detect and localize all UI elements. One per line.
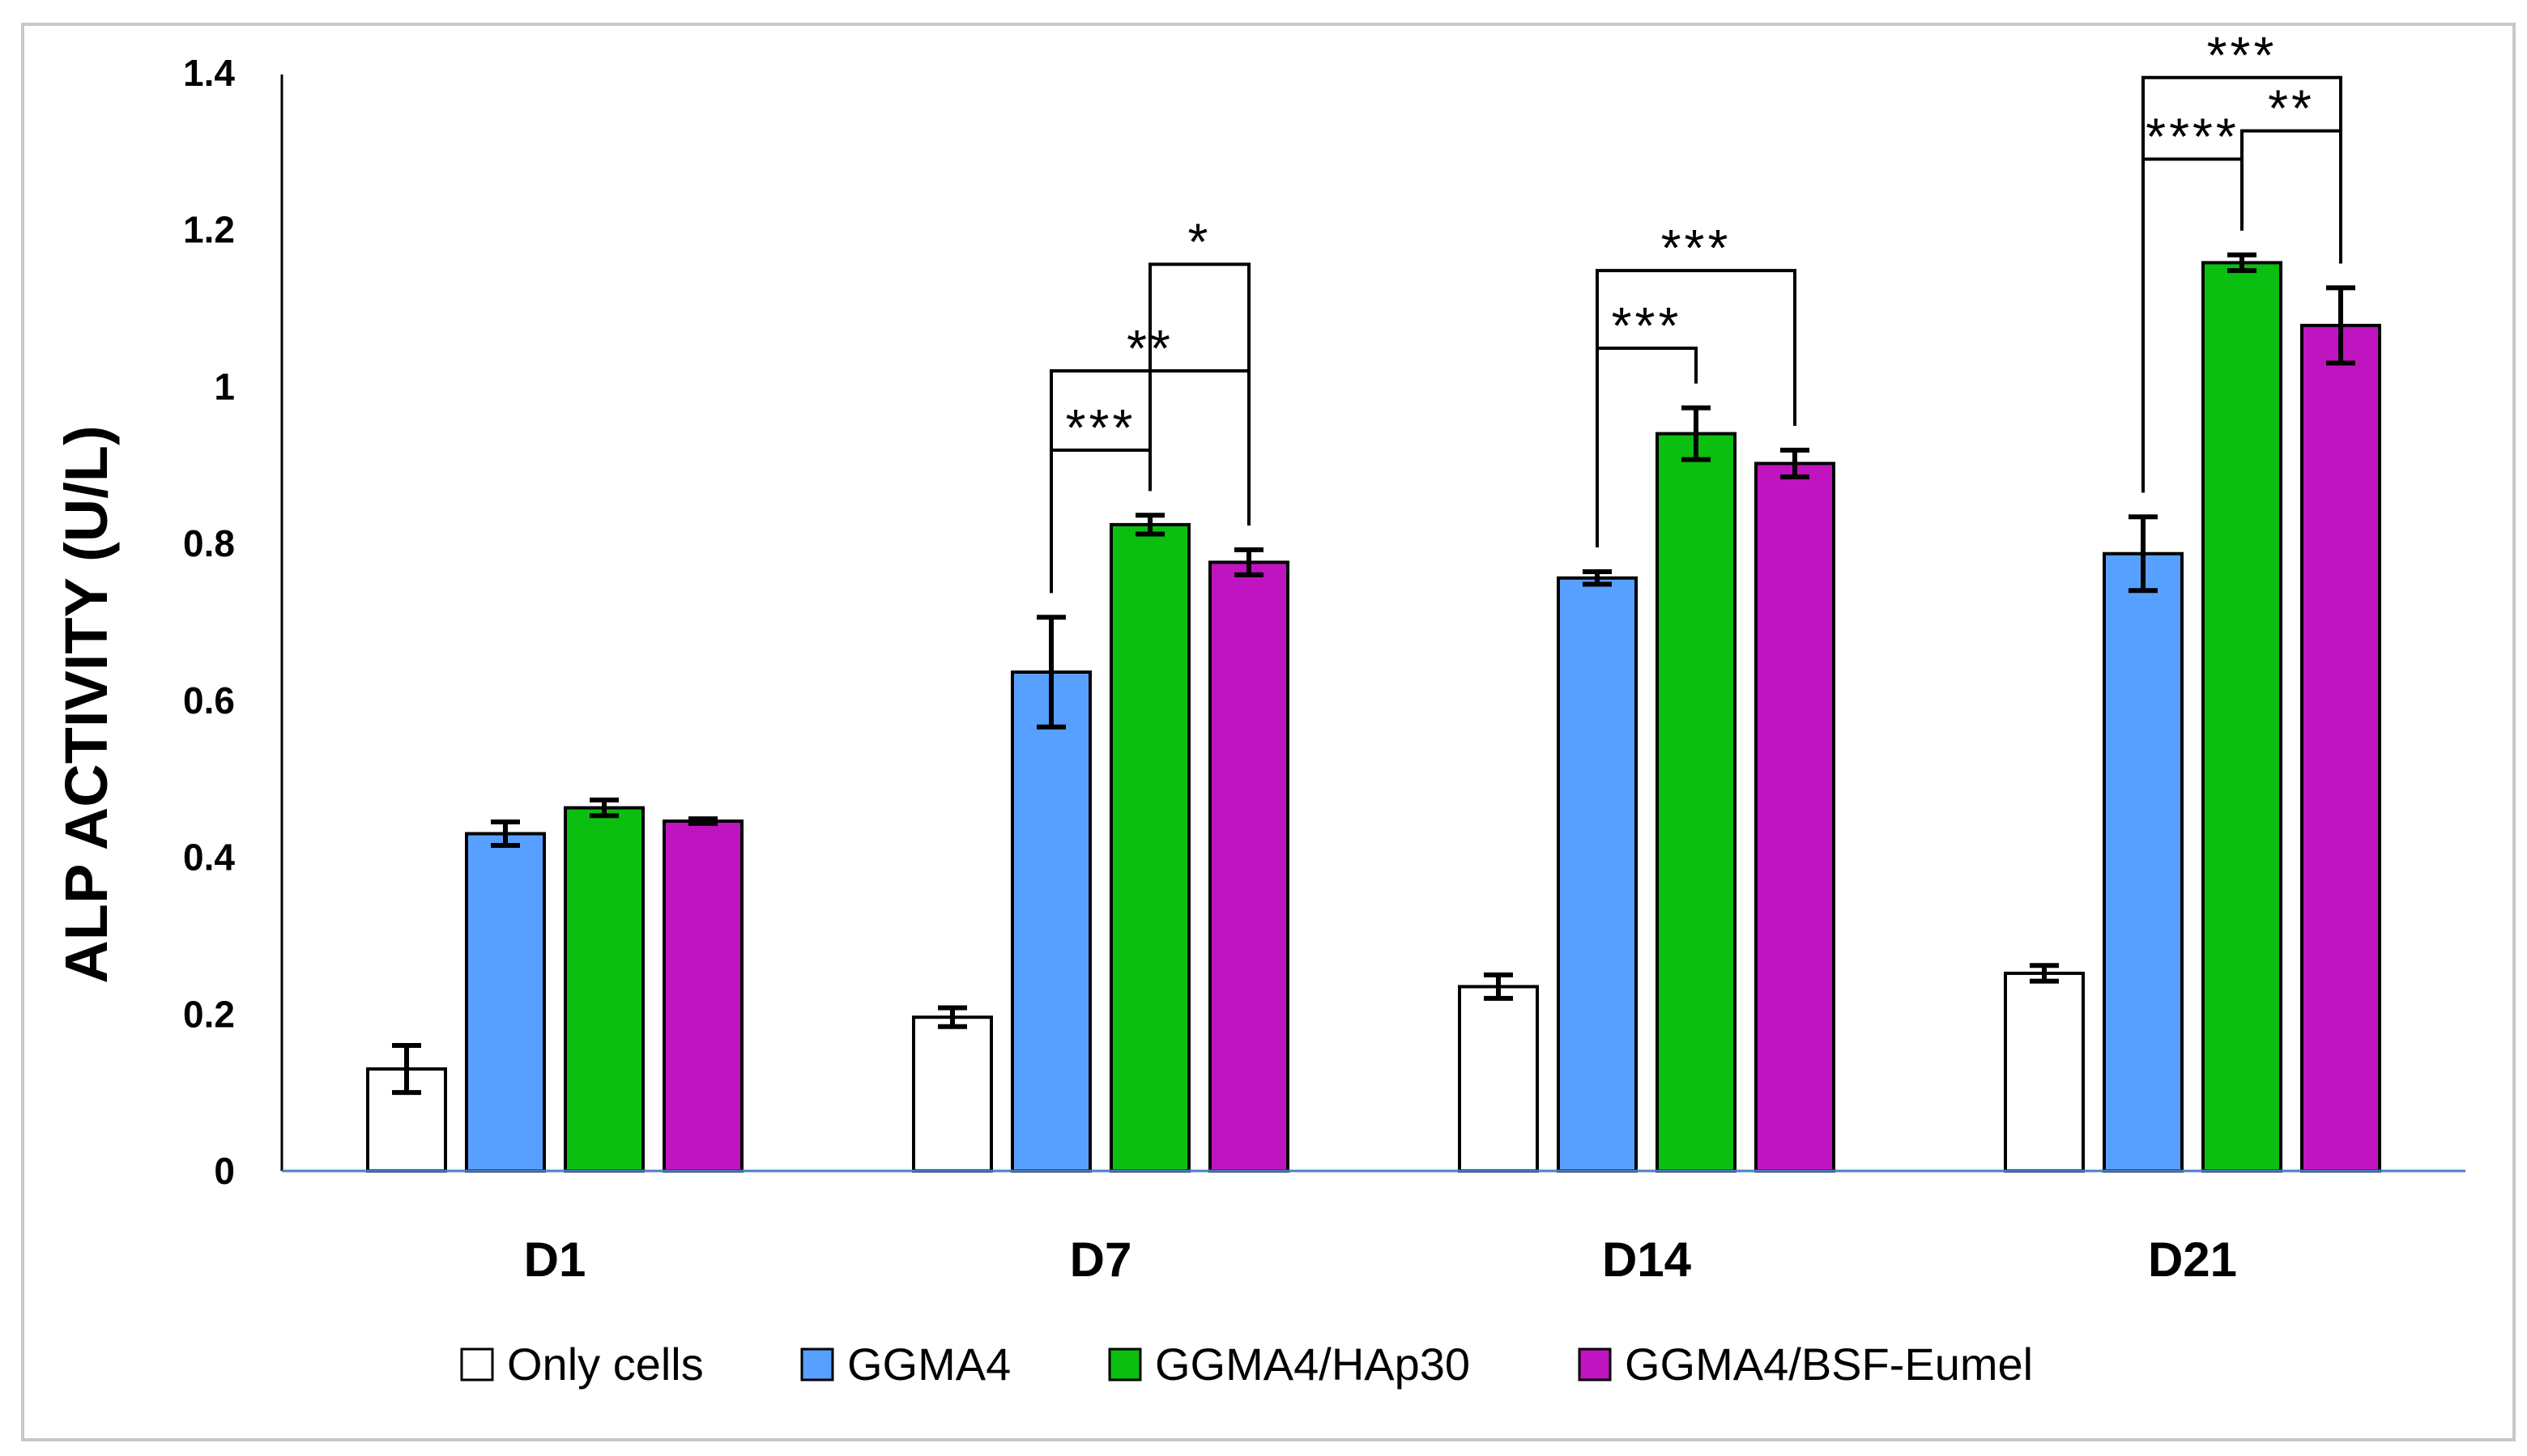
error-bar (1484, 972, 1513, 1001)
error-bar (392, 1043, 421, 1096)
bar-ggma4-hap30-d21 (2201, 261, 2282, 1173)
y-tick-label: 1.2 (183, 209, 235, 251)
bar-ggma4-d7 (1011, 670, 1092, 1173)
y-tick-label: 0.6 (183, 679, 235, 722)
y-tick-label: 0.4 (183, 837, 235, 879)
error-bar (2030, 963, 2059, 984)
bar-ggma4-bsf-eumel-d1 (663, 820, 744, 1173)
x-tick-label-d1: D1 (524, 1232, 586, 1287)
bar-ggma4-d1 (465, 832, 546, 1173)
x-tick-label-d7: D7 (1070, 1232, 1132, 1287)
legend-label: GGMA4/BSF-Eumel (1625, 1339, 2033, 1390)
legend-swatch (1108, 1347, 1142, 1381)
significance-label: *** (2207, 26, 2278, 84)
error-bar (688, 816, 718, 826)
x-tick-label-d21: D21 (2148, 1232, 2237, 1287)
bar-ggma4-hap30-d14 (1656, 432, 1737, 1173)
legend-swatch (800, 1347, 834, 1381)
y-tick-label: 1.4 (183, 52, 235, 94)
error-bar (2129, 514, 2158, 594)
bar-only-cells-d21 (2004, 971, 2085, 1173)
bar-ggma4-bsf-eumel-d14 (1754, 462, 1835, 1173)
bar-ggma4-hap30-d1 (564, 806, 645, 1173)
error-bar (2227, 252, 2256, 274)
x-tick-label-d14: D14 (1602, 1232, 1692, 1287)
y-tick-label: 1 (214, 365, 235, 407)
legend-swatch (460, 1347, 494, 1381)
significance-bracket (2141, 75, 2342, 493)
significance-label: ** (2268, 79, 2315, 138)
legend-label: Only cells (507, 1339, 704, 1390)
bar-ggma4-bsf-eumel-d21 (2300, 323, 2381, 1173)
error-bar (1136, 513, 1165, 537)
error-bar (491, 819, 520, 849)
y-tick-label: 0 (214, 1150, 235, 1192)
legend-label: GGMA4/HAp30 (1155, 1339, 1470, 1390)
error-bar (1037, 615, 1066, 730)
error-bar (938, 1005, 967, 1029)
legend-label: GGMA4 (847, 1339, 1011, 1390)
significance-label: **** (2146, 108, 2239, 166)
bar-ggma4-hap30-d7 (1110, 522, 1191, 1173)
bar-ggma4-d21 (2103, 551, 2184, 1173)
y-axis-label: ALP ACTIVITY (U/L) (53, 425, 120, 983)
significance-bracket (1596, 269, 1796, 548)
y-tick-label: 0.2 (183, 993, 235, 1035)
significance-bracket (1148, 262, 1251, 526)
significance-label: *** (1066, 398, 1136, 457)
error-bar (1583, 569, 1612, 587)
y-tick-label: 0.8 (183, 522, 235, 564)
significance-label: *** (1612, 296, 1682, 355)
error-bar (1681, 405, 1711, 462)
significance-label: * (1188, 212, 1212, 270)
bar-ggma4-bsf-eumel-d7 (1208, 560, 1289, 1173)
error-bar (1234, 547, 1264, 577)
significance-label: *** (1661, 219, 1732, 277)
error-bar (2326, 285, 2355, 366)
bar-ggma4-d14 (1557, 576, 1638, 1173)
bar-only-cells-d14 (1458, 985, 1539, 1173)
legend-swatch (1578, 1347, 1612, 1381)
bar-only-cells-d7 (912, 1015, 993, 1173)
error-bar (1780, 447, 1809, 479)
error-bar (590, 797, 619, 819)
